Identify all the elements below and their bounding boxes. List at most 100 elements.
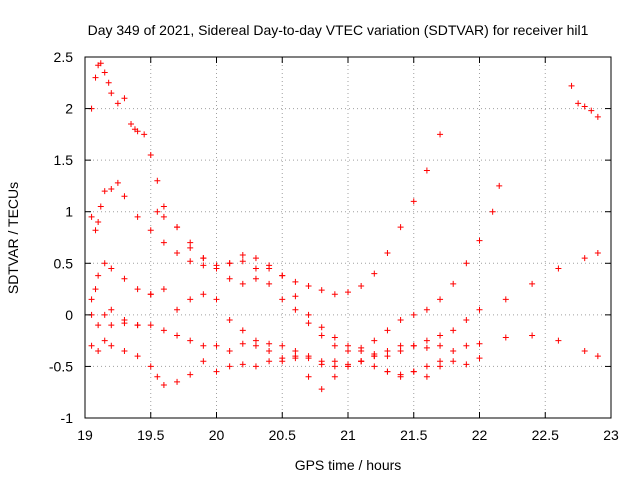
data-point — [331, 373, 338, 380]
data-point — [154, 177, 161, 184]
data-point — [305, 282, 312, 289]
data-point — [292, 347, 299, 354]
data-point — [200, 291, 207, 298]
x-tick-label: 21 — [340, 427, 356, 443]
y-axis-label: SDTVAR / TECUs — [5, 182, 21, 294]
data-point — [147, 227, 154, 234]
series-track-1 — [88, 60, 444, 298]
x-axis-label: GPS time / hours — [295, 457, 402, 473]
data-point — [423, 306, 430, 313]
data-point — [108, 342, 115, 349]
data-point — [252, 342, 259, 349]
data-point — [489, 208, 496, 215]
data-point — [266, 358, 273, 365]
data-point — [568, 82, 575, 89]
data-point — [252, 265, 259, 272]
series-track-4 — [88, 286, 601, 370]
data-point — [160, 286, 167, 293]
data-point — [121, 193, 128, 200]
data-point — [384, 353, 391, 360]
data-point — [174, 224, 181, 231]
data-point — [292, 278, 299, 285]
data-point — [371, 270, 378, 277]
data-point — [318, 287, 325, 294]
data-point — [160, 203, 167, 210]
data-point — [594, 113, 601, 120]
data-point — [239, 361, 246, 368]
x-tick-label: 23 — [603, 427, 619, 443]
data-point — [226, 317, 233, 324]
data-point — [279, 296, 286, 303]
data-point — [423, 167, 430, 174]
data-point — [226, 260, 233, 267]
data-point — [476, 306, 483, 313]
data-point — [105, 79, 112, 86]
data-point — [437, 342, 444, 349]
x-tick-label: 20.5 — [269, 427, 296, 443]
data-point — [423, 363, 430, 370]
data-point — [384, 249, 391, 256]
data-point — [358, 358, 365, 365]
data-point — [266, 262, 273, 269]
data-point — [581, 255, 588, 262]
series-track-2 — [88, 179, 503, 354]
data-point — [252, 363, 259, 370]
data-point — [252, 337, 259, 344]
data-point — [160, 327, 167, 334]
data-point — [160, 239, 167, 246]
x-tick-label: 19.5 — [137, 427, 164, 443]
data-point — [187, 239, 194, 246]
data-point — [555, 337, 562, 344]
grid-lines — [85, 57, 611, 418]
data-point — [147, 151, 154, 158]
data-point — [239, 340, 246, 347]
data-point — [108, 186, 115, 193]
data-marks — [88, 60, 601, 393]
series-track-3 — [88, 208, 601, 360]
data-point — [423, 337, 430, 344]
x-tick-label: 22 — [472, 427, 488, 443]
chart-title: Day 349 of 2021, Sidereal Day-to-day VTE… — [88, 22, 589, 38]
data-point — [450, 280, 457, 287]
series-track-5 — [88, 320, 483, 393]
data-point — [279, 355, 286, 362]
y-axis-ticks: -1 -0.5 0 0.5 1 1.5 2 2.5 — [49, 49, 611, 426]
data-point — [423, 344, 430, 351]
data-point — [226, 275, 233, 282]
data-point — [331, 334, 338, 341]
data-point — [101, 337, 108, 344]
data-point — [147, 322, 154, 329]
data-point — [397, 342, 404, 349]
data-point — [200, 358, 207, 365]
data-point — [397, 373, 404, 380]
data-point — [581, 103, 588, 110]
data-point — [187, 337, 194, 344]
data-point — [95, 347, 102, 354]
data-point — [371, 337, 378, 344]
data-point — [476, 237, 483, 244]
data-point — [187, 258, 194, 265]
data-point — [134, 128, 141, 135]
data-point — [279, 272, 286, 279]
data-point — [358, 282, 365, 289]
data-point — [101, 311, 108, 318]
data-point — [437, 131, 444, 138]
data-point — [266, 280, 273, 287]
data-point — [226, 347, 233, 354]
data-point — [437, 296, 444, 303]
data-point — [410, 311, 417, 318]
data-point — [141, 131, 148, 138]
x-tick-label: 19 — [77, 427, 93, 443]
data-point — [266, 340, 273, 347]
x-tick-label: 20 — [209, 427, 225, 443]
data-point — [88, 213, 95, 220]
data-point — [318, 332, 325, 339]
y-tick-label: 0 — [65, 307, 73, 323]
data-point — [200, 255, 207, 262]
data-point — [292, 353, 299, 360]
data-point — [187, 296, 194, 303]
data-point — [318, 324, 325, 331]
data-point — [213, 265, 220, 272]
x-tick-label: 22.5 — [532, 427, 559, 443]
